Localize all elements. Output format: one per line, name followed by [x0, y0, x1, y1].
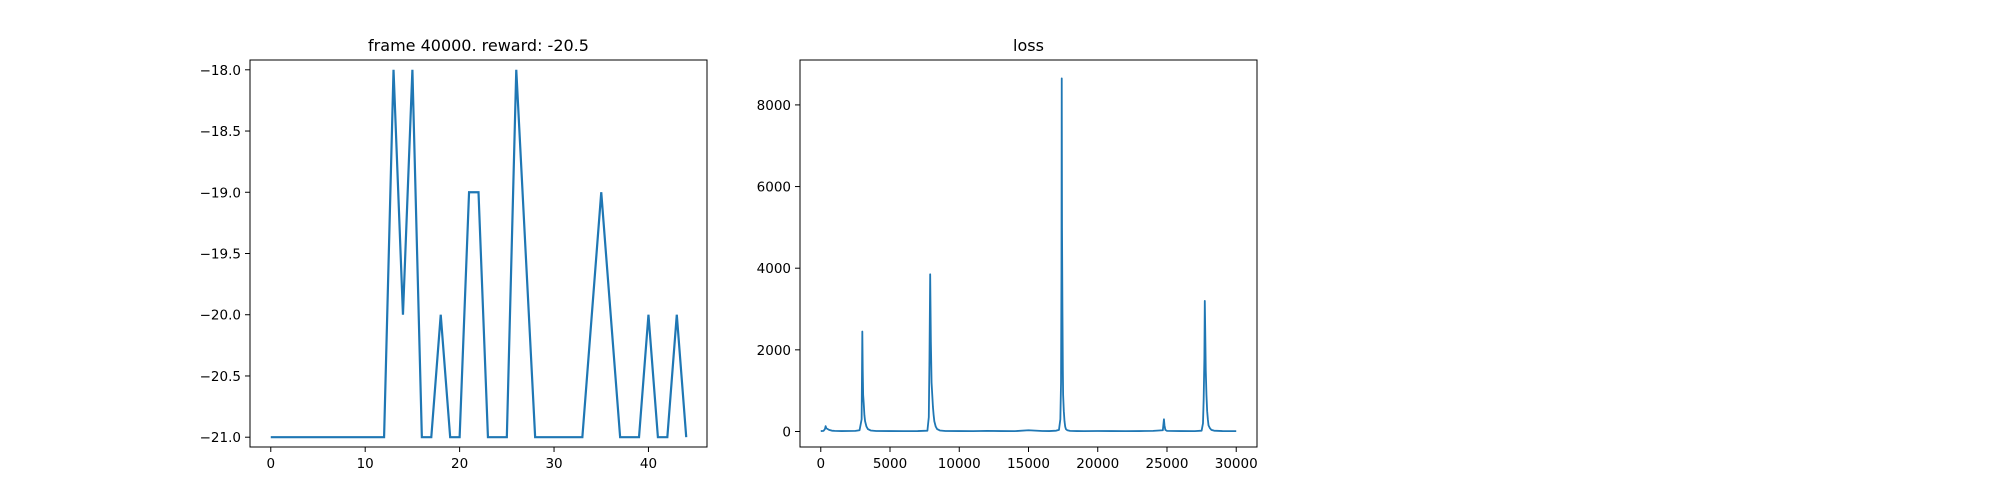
loss-x-tick-label: 5000 [873, 456, 907, 472]
reward-y-tick-label: −21.0 [200, 430, 241, 446]
loss-y-tick-label: 8000 [757, 98, 791, 114]
loss-x-tick-label: 0 [816, 456, 825, 472]
loss-chart-title: loss [1013, 36, 1044, 55]
loss-y-tick-label: 0 [782, 424, 791, 440]
loss-x-tick-label: 25000 [1146, 456, 1189, 472]
reward-x-tick-label: 30 [545, 456, 562, 472]
loss-chart: loss 0 5000 10000 15000 20000 25000 30000 0 2000… [757, 36, 1258, 472]
reward-y-tick-label: −18.0 [200, 63, 241, 79]
reward-chart-ticks: 0 10 20 30 40 −18.0 −18.5 −19.0 −19.5 −20.0 −20.5 −… [200, 63, 657, 472]
reward-y-tick-label: −20.0 [200, 308, 241, 324]
reward-y-tick-label: −19.0 [200, 185, 241, 201]
reward-y-tick-label: −18.5 [200, 124, 241, 140]
reward-y-tick-label: −19.5 [200, 247, 241, 263]
reward-series-line [270, 69, 688, 439]
reward-chart: frame 40000. reward: -20.5 0 10 20 30 40 −18.… [200, 36, 708, 472]
loss-x-tick-label: 20000 [1076, 456, 1119, 472]
reward-chart-title: frame 40000. reward: -20.5 [368, 36, 589, 55]
loss-y-tick-label: 4000 [757, 261, 791, 277]
reward-x-tick-label: 40 [640, 456, 657, 472]
reward-x-tick-label: 10 [357, 456, 374, 472]
loss-chart-axes-frame [799, 59, 1258, 448]
loss-y-tick-label: 6000 [757, 180, 791, 196]
reward-chart-axes-frame [249, 59, 708, 448]
loss-y-tick-label: 2000 [757, 343, 791, 359]
loss-x-tick-label: 15000 [1007, 456, 1050, 472]
loss-x-tick-label: 30000 [1215, 456, 1258, 472]
reward-x-tick-label: 0 [266, 456, 275, 472]
loss-series-line [820, 77, 1237, 433]
loss-chart-ticks: 0 5000 10000 15000 20000 25000 30000 0 2000 4000 6… [757, 98, 1258, 472]
loss-x-tick-label: 10000 [938, 456, 981, 472]
reward-x-tick-label: 20 [451, 456, 468, 472]
reward-y-tick-label: −20.5 [200, 369, 241, 385]
